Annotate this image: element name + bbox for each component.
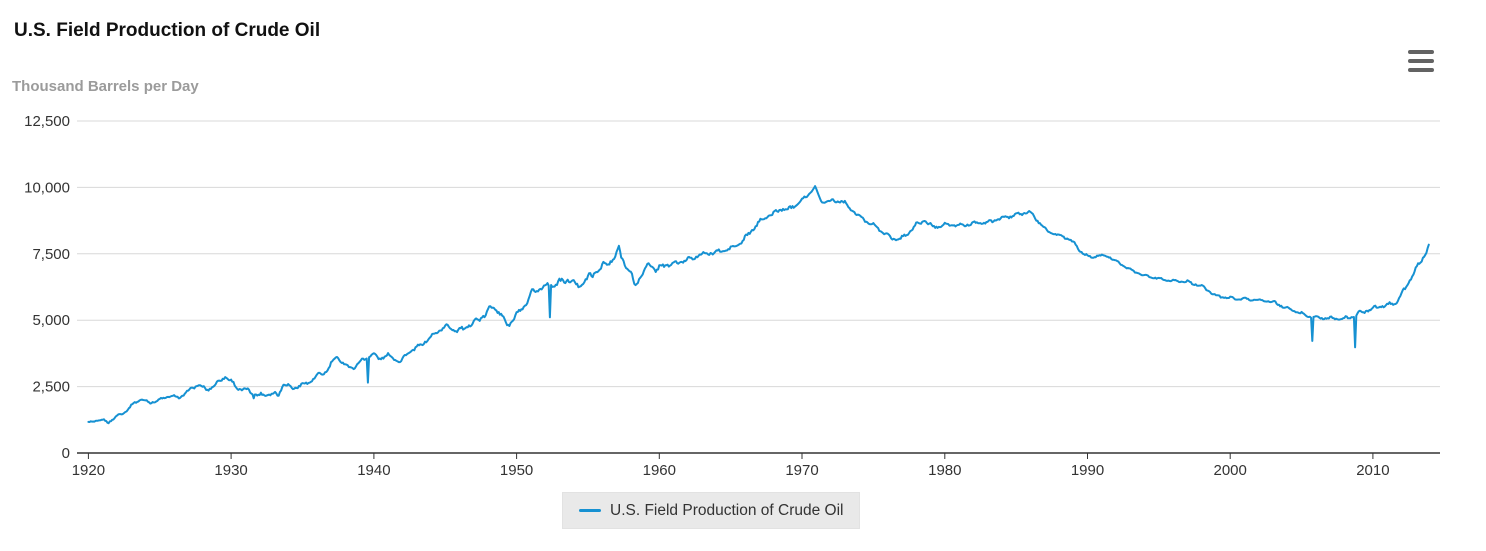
y-axis-label: 0	[62, 445, 70, 462]
export-menu-button[interactable]	[1404, 44, 1442, 78]
x-axis-label: 2010	[1356, 462, 1389, 479]
x-axis-label: 1920	[72, 462, 105, 479]
y-axis-label: 5,000	[32, 312, 70, 329]
chart-title: U.S. Field Production of Crude Oil	[14, 20, 321, 41]
legend-item-crude-oil[interactable]: U.S. Field Production of Crude Oil	[579, 502, 843, 520]
x-axis-label: 1960	[643, 462, 676, 479]
x-axis-label: 1950	[500, 462, 533, 479]
y-axis-label: 12,500	[24, 113, 70, 130]
legend-box: U.S. Field Production of Crude Oil	[562, 492, 861, 529]
series-line-sample-icon	[579, 509, 601, 512]
x-axis-label: 1970	[785, 462, 818, 479]
y-axis-label: 2,500	[32, 379, 70, 396]
series-line	[87, 185, 1430, 425]
y-axis-title: Thousand Barrels per Day	[12, 78, 199, 95]
x-axis-label: 1980	[928, 462, 961, 479]
hamburger-menu-icon	[1408, 50, 1438, 72]
x-axis-label: 1940	[357, 462, 390, 479]
x-axis-label: 1990	[1071, 462, 1104, 479]
x-axis-label: 2000	[1214, 462, 1247, 479]
x-axis-label: 1930	[214, 462, 247, 479]
y-axis-label: 10,000	[24, 179, 70, 196]
legend-label: U.S. Field Production of Crude Oil	[610, 501, 844, 519]
y-axis-label: 7,500	[32, 246, 70, 263]
